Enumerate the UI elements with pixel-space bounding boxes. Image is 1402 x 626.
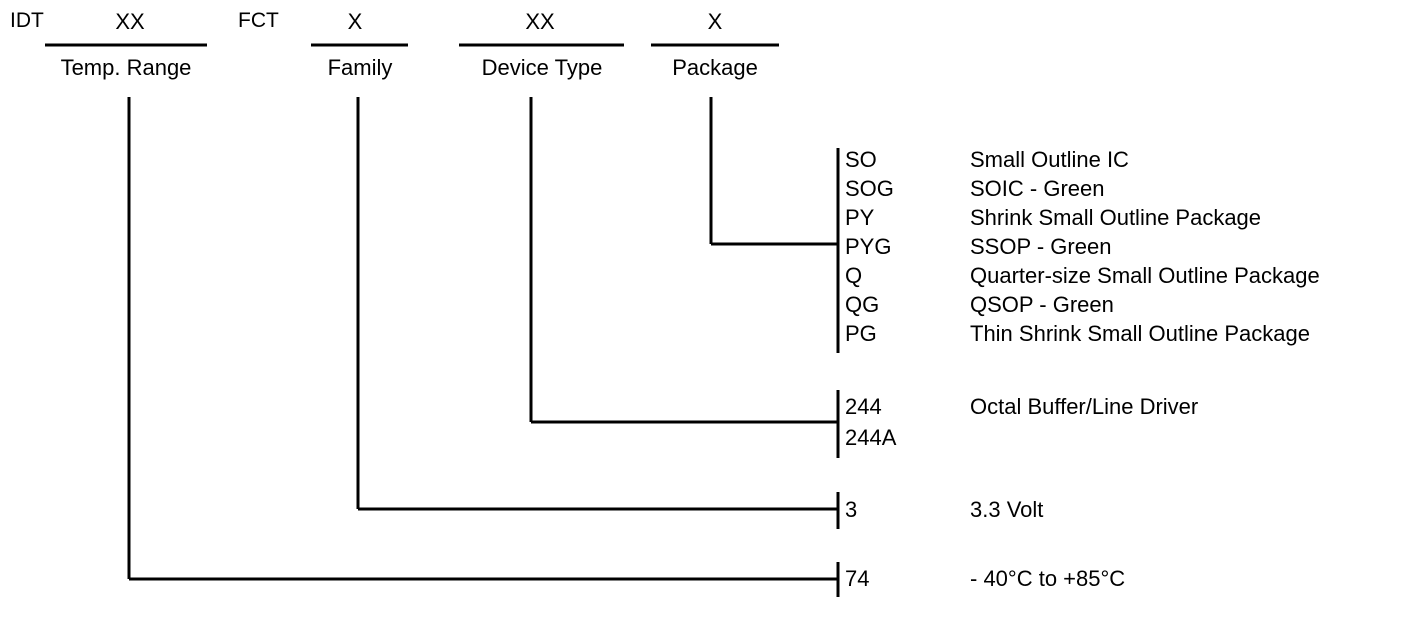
option-desc: SOIC - Green: [970, 176, 1105, 201]
option-code: SOG: [845, 176, 894, 201]
prefix-idt: IDT: [10, 9, 44, 32]
package-code: X: [707, 9, 723, 34]
device-code-244a: 244A: [845, 425, 897, 450]
option-code: QG: [845, 292, 880, 317]
option-desc: QSOP - Green: [970, 292, 1114, 317]
device-code-244: 244: [845, 394, 882, 419]
option-desc: Quarter-size Small Outline Package: [970, 263, 1320, 288]
family-option-desc: 3.3 Volt: [970, 497, 1044, 522]
temp-option-code: 74: [845, 566, 870, 591]
option-desc: Thin Shrink Small Outline Package: [970, 321, 1310, 346]
option-code: Q: [845, 263, 863, 288]
option-code: PY: [845, 205, 875, 230]
family-code: X: [347, 9, 363, 34]
package-label: Package: [672, 55, 758, 80]
option-code: SO: [845, 147, 877, 172]
family-label: Family: [327, 55, 393, 80]
fct-text: FCT: [238, 9, 279, 32]
family-option-code: 3: [845, 497, 858, 522]
temp-range-label: Temp. Range: [60, 55, 192, 80]
option-desc: SSOP - Green: [970, 234, 1112, 259]
option-code: PG: [845, 321, 877, 346]
device-desc: Octal Buffer/Line Driver: [970, 394, 1199, 419]
temp-code: XX: [115, 9, 145, 34]
option-code: PYG: [845, 234, 892, 259]
option-desc: Small Outline IC: [970, 147, 1129, 172]
temp-option-desc: - 40°C to +85°C: [970, 566, 1126, 591]
device-code: XX: [525, 9, 555, 34]
device-type-label: Device Type: [481, 55, 603, 80]
option-desc: Shrink Small Outline Package: [970, 205, 1262, 230]
